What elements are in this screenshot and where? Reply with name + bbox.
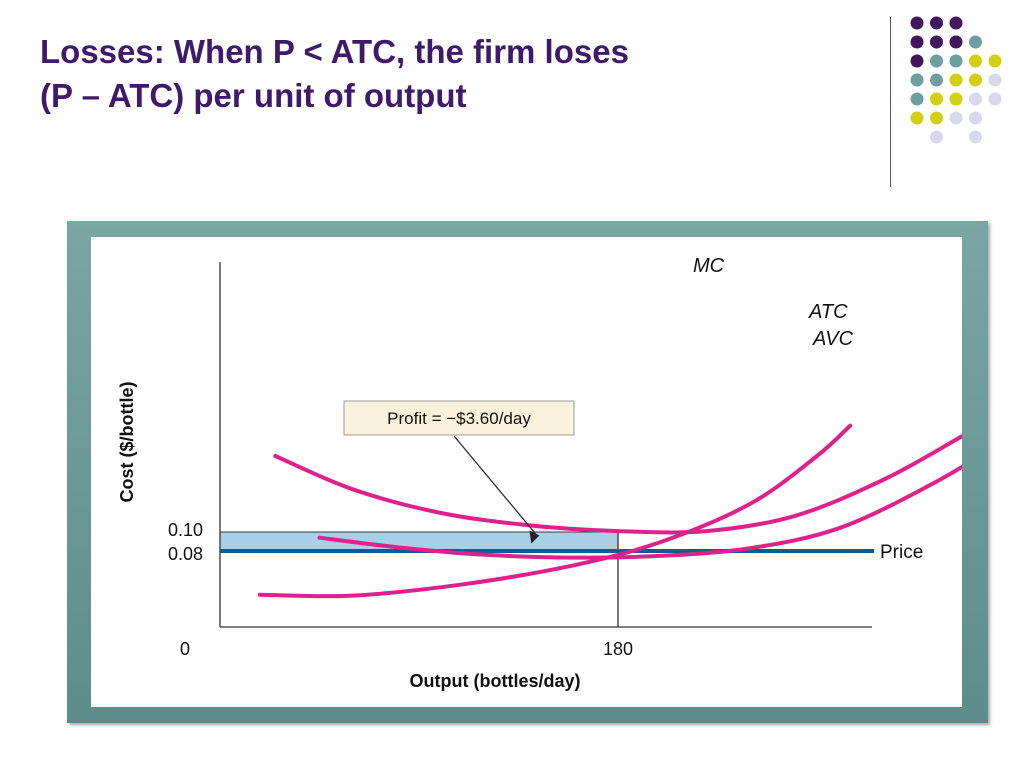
x-tick-label: 0 [180,639,190,659]
y-axis-label: Cost ($/bottle) [117,382,137,503]
dot-olive [969,54,982,68]
dot-teal [930,73,943,87]
dot-purple [910,35,924,49]
dot-olive [949,73,963,87]
dot-lavender [988,92,1002,106]
slide-title-line-1: Losses: When P < ATC, the firm loses [40,33,629,70]
dot-olive [930,111,943,125]
y-tick-label: 0.08 [168,544,203,564]
dot-olive [988,54,1002,68]
dot-olive [969,73,982,87]
dot-olive [910,111,924,125]
profit-annotation-box [343,400,575,436]
mc-curve-label: MC [693,255,725,277]
dot-purple [949,16,963,30]
dot-lavender [969,130,982,144]
dot-purple [910,54,924,68]
dot-purple [930,16,943,30]
dot-lavender [988,73,1002,87]
mc-curve [257,423,853,599]
chart-panel: Price MC ATC AVC 0.10 0.08 0 180 Output (bottles… [91,237,962,707]
dot-olive [930,92,943,106]
profit-annotation-text: Profit = −$3.60/day [387,409,531,428]
dot-lavender [969,92,982,106]
atc-curve-label: ATC [808,301,848,323]
x-axis-label: Output (bottles/day) [410,671,581,691]
slide-title-line-2: (P – ATC) per unit of output [40,77,467,114]
slide-title: Losses: When P < ATC, the firm loses (P … [40,30,840,118]
x-tick-label: 180 [603,639,633,659]
profit-annotation-arrowhead [529,530,540,544]
dot-teal [930,54,943,68]
avc-curve-label: AVC [812,328,854,350]
dot-teal [949,54,963,68]
decorative-dot-grid [910,16,1002,144]
dot-purple [949,35,963,49]
dot-teal [910,73,924,87]
dot-olive [949,92,963,106]
y-tick-label: 0.10 [168,520,203,540]
dot-lavender [930,130,943,144]
atc-curve [273,433,962,535]
dot-lavender [969,111,982,125]
avc-curve [317,464,962,560]
dot-purple [910,16,924,30]
dot-teal [969,35,982,49]
dot-teal [910,92,924,106]
cost-chart: Price MC ATC AVC 0.10 0.08 0 180 Output (bottles… [117,255,962,691]
profit-annotation-arrow [453,435,536,534]
price-line-label: Price [880,542,923,563]
title-divider [890,17,891,187]
dot-purple [930,35,943,49]
dot-lavender [949,111,963,125]
